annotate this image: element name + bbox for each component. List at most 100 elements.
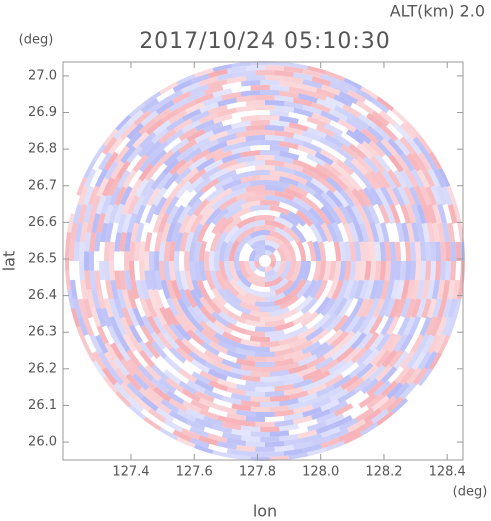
echo-cell — [199, 207, 215, 226]
echo-cell — [292, 415, 313, 425]
echo-cell — [211, 287, 228, 306]
echo-cell — [212, 150, 233, 162]
echo-cell — [269, 333, 291, 342]
echo-cell — [134, 204, 146, 225]
echo-cell — [338, 298, 353, 318]
echo-cell — [274, 444, 294, 452]
echo-cell — [172, 91, 192, 105]
echo-cell — [158, 427, 179, 442]
echo-cell — [408, 186, 421, 206]
echo-cell — [355, 298, 369, 318]
echo-cell — [154, 270, 163, 291]
echo-cell — [245, 65, 265, 71]
echo-cell — [375, 140, 393, 158]
echo-cell — [190, 358, 211, 374]
echo-cell — [345, 377, 365, 393]
echo-cell — [189, 241, 197, 261]
echo-cell — [239, 261, 251, 280]
echo-cell — [139, 373, 157, 391]
echo-cell — [194, 130, 215, 144]
echo-cell — [189, 261, 197, 281]
echo-cell — [274, 130, 295, 139]
echo-cell — [240, 338, 261, 347]
echo-cell — [465, 261, 471, 280]
echo-cell — [274, 155, 295, 164]
echo-cell — [344, 204, 359, 225]
echo-cell — [217, 339, 237, 353]
echo-cell — [355, 88, 374, 103]
echo-cell — [126, 396, 144, 413]
echo-cell — [343, 279, 354, 300]
echo-cell — [384, 261, 391, 281]
echo-cell — [180, 81, 201, 95]
echo-cell — [254, 165, 276, 171]
echo-cell — [307, 126, 327, 139]
echo-cell — [145, 203, 158, 224]
echo-cell — [189, 288, 204, 309]
echo-cell — [283, 412, 304, 421]
echo-cell — [245, 355, 265, 362]
echo-cell — [222, 369, 242, 380]
echo-cell — [325, 189, 343, 208]
echo-cell — [95, 194, 107, 215]
echo-cell — [274, 105, 295, 113]
echo-cell — [223, 278, 240, 297]
echo-cell — [114, 270, 122, 290]
echo-cell — [306, 394, 327, 406]
echo-cell — [364, 171, 380, 191]
y-tick-label: 26.5 — [28, 251, 57, 266]
echo-cell — [249, 261, 258, 273]
echo-cell — [362, 186, 378, 207]
echo-cell — [140, 279, 150, 300]
echo-cell — [265, 355, 285, 362]
echo-cell — [400, 222, 410, 243]
echo-cell — [400, 382, 417, 400]
echo-cell — [200, 328, 220, 345]
echo-cell — [245, 390, 265, 397]
echo-cell — [369, 187, 384, 207]
echo-cell — [361, 204, 375, 225]
echo-cell — [328, 108, 348, 122]
echo-cell — [226, 136, 247, 146]
echo-cell — [288, 173, 308, 186]
echo-cell — [283, 65, 304, 74]
echo-cell — [109, 316, 122, 336]
echo-cell — [265, 390, 285, 397]
echo-cell — [440, 241, 446, 261]
echo-cell — [364, 331, 380, 351]
echo-cell — [269, 394, 290, 402]
echo-cell — [184, 250, 190, 272]
echo-cell — [429, 261, 436, 281]
altitude-label: ALT(km) 2.0 — [390, 2, 485, 21]
echo-cell — [447, 204, 458, 224]
echo-cell — [317, 261, 326, 281]
echo-cell — [240, 61, 261, 62]
echo-cell — [272, 261, 281, 273]
echo-cell — [269, 145, 290, 153]
y-tick-label: 26.8 — [28, 142, 57, 157]
echo-cell — [96, 289, 106, 310]
echo-cell — [94, 231, 102, 252]
echo-cell — [69, 307, 81, 328]
echo-cell — [72, 204, 83, 224]
echo-cell — [144, 251, 150, 271]
echo-cell — [139, 261, 146, 281]
echo-cell — [184, 213, 198, 234]
echo-cell — [288, 183, 309, 197]
echo-cell — [177, 298, 192, 318]
echo-cell — [369, 170, 385, 189]
echo-cell — [357, 314, 373, 334]
echo-cell — [300, 296, 319, 315]
echo-cell — [223, 216, 242, 234]
echo-cell — [159, 196, 174, 216]
echo-cell — [126, 122, 144, 140]
echo-cell — [217, 169, 237, 183]
echo-cell — [188, 350, 207, 366]
echo-cell — [235, 358, 256, 367]
echo-cell — [279, 361, 300, 371]
echo-cell — [127, 307, 140, 327]
echo-cell — [94, 251, 99, 271]
echo-cell — [406, 136, 422, 155]
echo-cell — [125, 373, 143, 391]
echo-cell — [338, 240, 346, 261]
